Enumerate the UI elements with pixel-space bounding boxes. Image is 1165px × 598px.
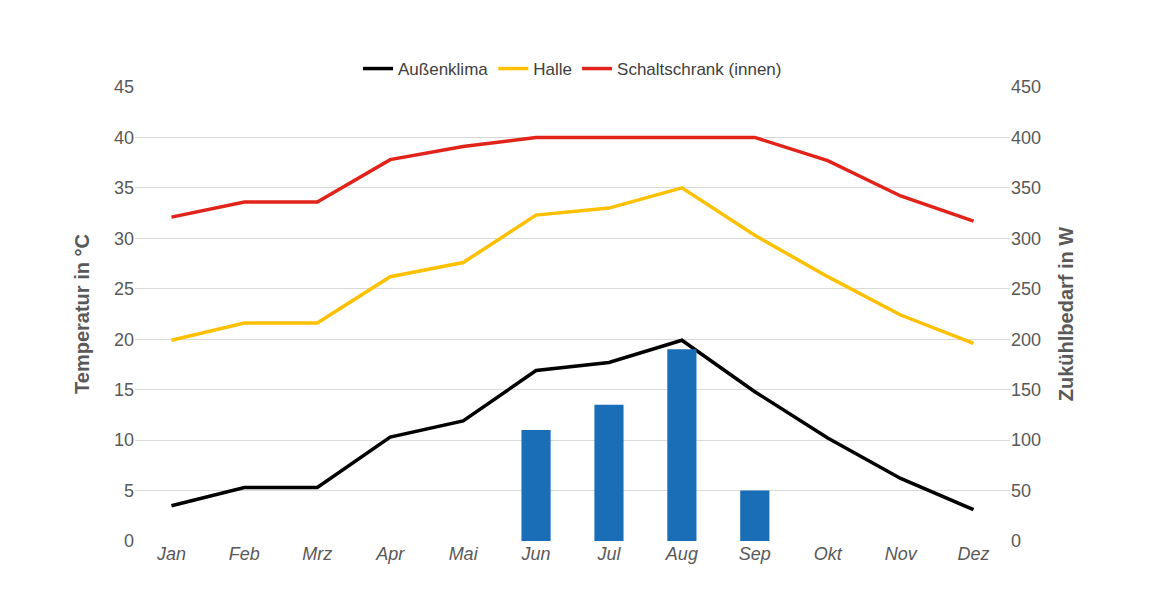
svg-text:Halle: Halle [533, 60, 572, 79]
svg-text:35: 35 [114, 178, 134, 198]
svg-text:Apr: Apr [375, 544, 405, 564]
svg-text:5: 5 [124, 481, 134, 501]
svg-text:45: 45 [114, 77, 134, 97]
svg-text:Aug: Aug [665, 544, 698, 564]
svg-text:350: 350 [1011, 178, 1041, 198]
svg-text:0: 0 [124, 531, 134, 551]
svg-text:30: 30 [114, 229, 134, 249]
svg-text:15: 15 [114, 380, 134, 400]
svg-text:Dez: Dez [958, 544, 990, 564]
svg-text:250: 250 [1011, 279, 1041, 299]
svg-text:Sep: Sep [739, 544, 771, 564]
svg-text:25: 25 [114, 279, 134, 299]
svg-text:Nov: Nov [885, 544, 918, 564]
svg-text:40: 40 [114, 128, 134, 148]
svg-text:Außenklima: Außenklima [398, 60, 488, 79]
svg-text:Temperatur in °C: Temperatur in °C [71, 234, 93, 394]
svg-text:400: 400 [1011, 128, 1041, 148]
svg-text:Jun: Jun [521, 544, 551, 564]
svg-text:10: 10 [114, 430, 134, 450]
svg-text:Okt: Okt [814, 544, 843, 564]
svg-text:Mrz: Mrz [302, 544, 332, 564]
svg-text:450: 450 [1011, 77, 1041, 97]
svg-text:Zukühlbedarf in W: Zukühlbedarf in W [1055, 227, 1077, 402]
svg-text:50: 50 [1011, 481, 1031, 501]
svg-text:Feb: Feb [229, 544, 260, 564]
svg-text:200: 200 [1011, 330, 1041, 350]
svg-text:300: 300 [1011, 229, 1041, 249]
svg-text:Jul: Jul [596, 544, 621, 564]
svg-text:20: 20 [114, 330, 134, 350]
svg-text:Schaltschrank (innen): Schaltschrank (innen) [617, 60, 781, 79]
svg-text:Mai: Mai [449, 544, 479, 564]
svg-text:Jan: Jan [156, 544, 186, 564]
svg-text:100: 100 [1011, 430, 1041, 450]
svg-text:0: 0 [1011, 531, 1021, 551]
svg-text:150: 150 [1011, 380, 1041, 400]
